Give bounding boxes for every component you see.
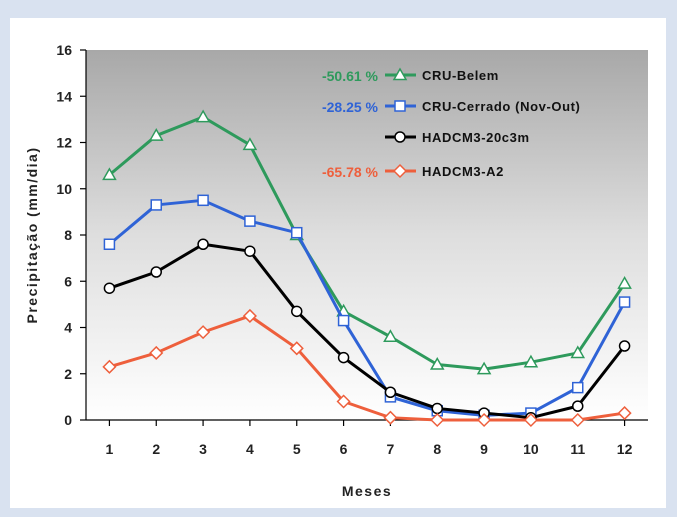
- data-point: [430, 412, 445, 428]
- y-tick-label: 4: [64, 320, 72, 336]
- legend-marker: [392, 163, 408, 179]
- x-tick-label: 8: [433, 441, 441, 457]
- y-tick-label: 2: [64, 366, 72, 382]
- data-point: [244, 215, 256, 227]
- data-point: [197, 238, 209, 250]
- x-tick-label: 12: [617, 441, 633, 457]
- x-tick-label: 6: [340, 441, 348, 457]
- data-point: [523, 412, 538, 428]
- series-3: [102, 308, 632, 428]
- data-point: [618, 296, 631, 308]
- legend-marker: [394, 131, 406, 143]
- x-tick-label: 2: [152, 441, 160, 457]
- x-tick-label: 3: [199, 441, 207, 457]
- data-point: [337, 351, 350, 364]
- data-point: [429, 356, 445, 370]
- data-point: [102, 359, 117, 374]
- x-tick-label: 10: [523, 441, 539, 457]
- data-point: [617, 276, 632, 289]
- data-point: [196, 325, 211, 340]
- x-tick-label: 1: [106, 441, 114, 457]
- y-tick-label: 12: [56, 135, 72, 151]
- data-point: [148, 128, 164, 141]
- legend-marker: [392, 67, 408, 81]
- data-point: [242, 308, 257, 323]
- series-line: [108, 198, 626, 417]
- legend-entry-0: CRU-Belem -50.61 %: [322, 67, 499, 84]
- data-point: [244, 245, 256, 257]
- legend-label: HADCM3-A2: [422, 164, 504, 179]
- series-line: [108, 115, 626, 371]
- y-tick-label: 6: [64, 273, 72, 289]
- data-point: [383, 329, 398, 342]
- y-tick-label: 14: [56, 88, 72, 104]
- y-tick-label: 0: [64, 412, 72, 428]
- x-tick-label: 4: [246, 441, 254, 457]
- series-layer: [102, 109, 632, 428]
- change-annotation: -28.25 %: [322, 99, 379, 115]
- data-point: [570, 345, 586, 359]
- data-point: [150, 199, 162, 211]
- data-point: [477, 412, 492, 428]
- data-point: [384, 386, 397, 398]
- legend-entry-1: CRU-Cerrado (Nov-Out) -28.25 %: [322, 99, 580, 115]
- legend-label: CRU-Belem: [422, 68, 499, 83]
- x-tick-label: 7: [387, 441, 395, 457]
- data-point: [291, 226, 303, 239]
- legend-label: CRU-Cerrado (Nov-Out): [422, 99, 580, 114]
- series-line: [108, 242, 626, 420]
- data-point: [197, 194, 209, 207]
- legend-marker: [394, 100, 406, 112]
- data-point: [523, 354, 539, 368]
- data-point: [103, 238, 116, 250]
- legend-label: HADCM3-20c3m: [422, 130, 530, 145]
- data-point: [150, 266, 162, 278]
- chart-panel: 0 2 4 6 8 10 12 14 16 1 2 3 4 5 6 7 8 9 10 11 12 CRU-Belem -5…: [10, 18, 666, 508]
- data-point: [102, 167, 117, 181]
- legend-entry-2: HADCM3-20c3m: [385, 130, 530, 145]
- series-0: [102, 109, 632, 375]
- data-point: [617, 406, 632, 421]
- data-point: [337, 314, 350, 327]
- change-annotation: -50.61 %: [322, 68, 379, 84]
- data-point: [242, 137, 258, 151]
- data-point: [572, 400, 584, 412]
- x-tick-label: 9: [480, 441, 488, 457]
- series-line: [108, 314, 625, 422]
- data-point: [336, 394, 351, 409]
- data-point: [476, 361, 492, 375]
- legend: CRU-Belem -50.61 % CRU-Cerrado (Nov-Out) -2…: [322, 67, 580, 180]
- y-tick-label: 10: [56, 181, 72, 197]
- data-point: [570, 412, 585, 428]
- data-point: [103, 282, 116, 294]
- legend-entry-3: HADCM3-A2 -65.78 %: [322, 163, 504, 180]
- x-tick-label: 11: [570, 441, 585, 457]
- data-point: [383, 410, 398, 425]
- data-point: [149, 345, 164, 360]
- data-point: [572, 381, 584, 394]
- x-tick-label: 5: [293, 441, 301, 457]
- data-point: [289, 341, 304, 356]
- x-axis-title: Meses: [342, 483, 392, 499]
- data-point: [291, 305, 303, 318]
- change-annotation: -65.78 %: [322, 164, 379, 180]
- y-axis-title: Precipitação (mm/dia): [24, 147, 40, 324]
- y-tick-label: 8: [64, 227, 72, 243]
- y-tick-label: 16: [56, 42, 72, 58]
- data-point: [431, 402, 443, 415]
- data-point: [195, 109, 211, 123]
- data-point: [618, 340, 631, 352]
